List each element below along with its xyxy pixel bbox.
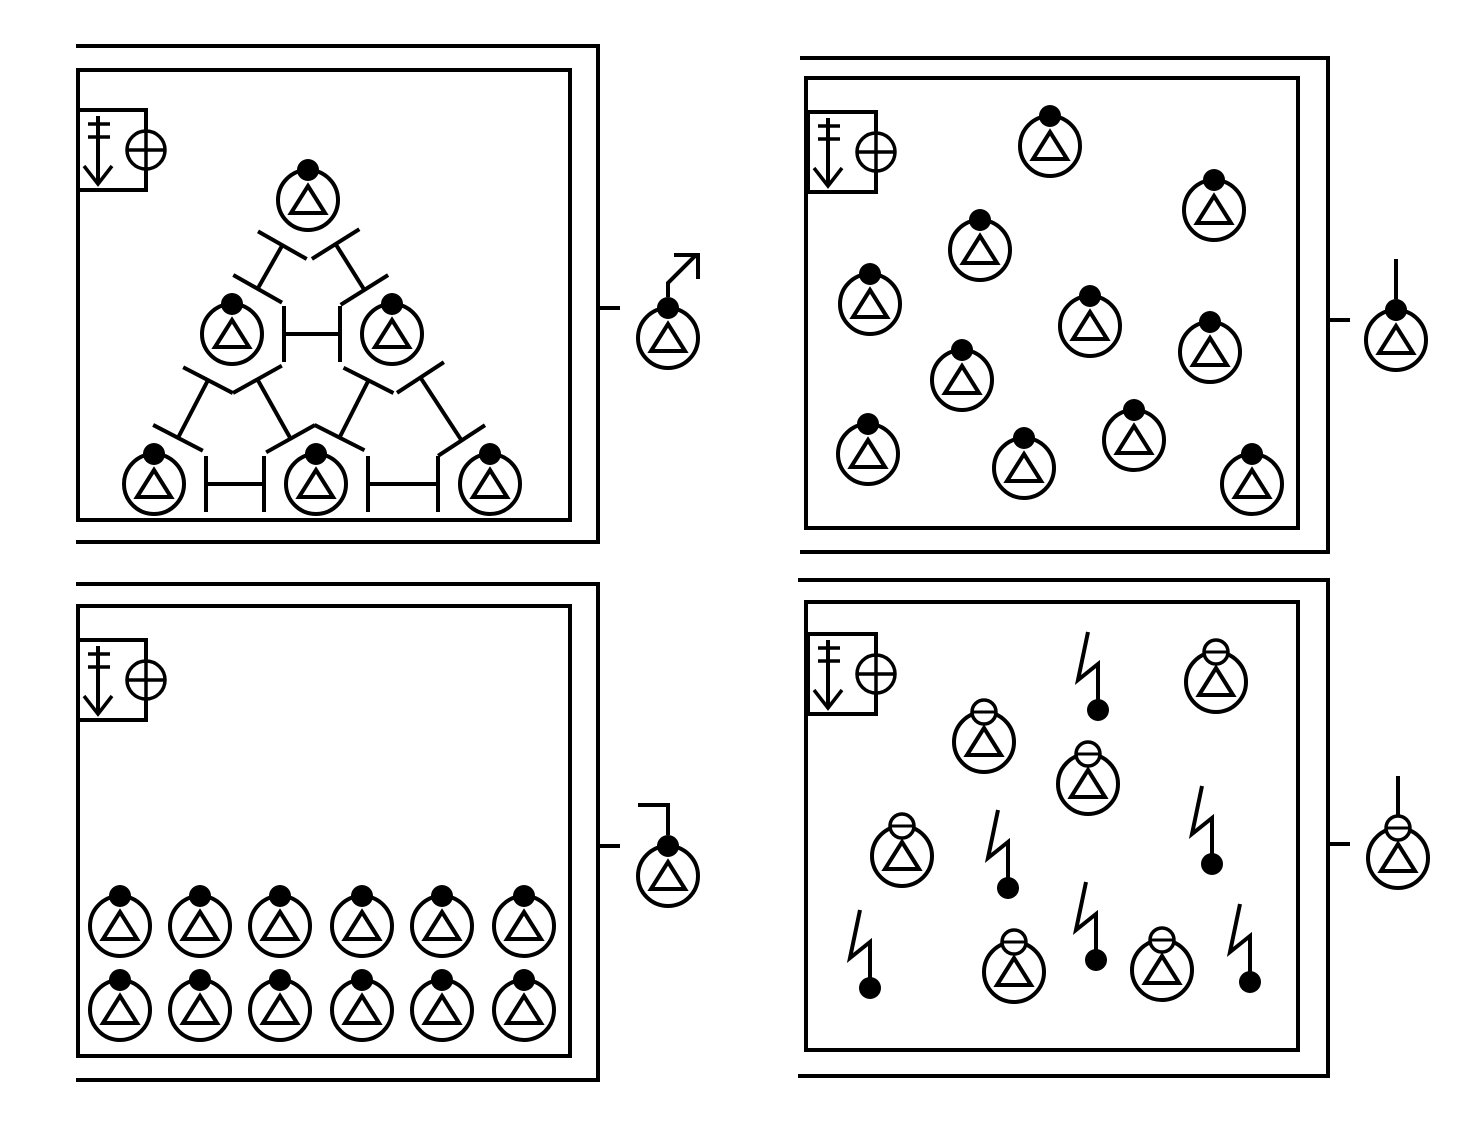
particle-icon (930, 339, 994, 412)
panel-d (798, 578, 1430, 1078)
particle-icon (360, 293, 424, 366)
particle-icon (492, 885, 556, 958)
lightning-icon (1074, 631, 1109, 721)
particle-icon (284, 443, 348, 516)
particle-icon (492, 969, 556, 1042)
particle-icon (982, 928, 1046, 1004)
container-frame (76, 44, 600, 544)
particle-icon (1366, 814, 1430, 890)
box-arrow-plus-icon (806, 110, 897, 194)
particle-icon (1182, 169, 1246, 242)
particle-icon (1178, 311, 1242, 384)
particle-icon (248, 969, 312, 1042)
particle-icon (1058, 285, 1122, 358)
outside-indicator (598, 253, 700, 370)
particle-icon (1220, 443, 1284, 516)
particle-icon (948, 209, 1012, 282)
particle-icon (330, 885, 394, 958)
panel-a (76, 44, 700, 544)
lightning-icon (1226, 903, 1261, 993)
lightning-icon (984, 809, 1019, 899)
lightning-icon (1188, 785, 1223, 875)
particle-icon (88, 885, 152, 958)
bond-link (313, 365, 395, 453)
particle-icon (168, 969, 232, 1042)
container-frame (76, 582, 600, 1082)
outside-indicator (598, 803, 700, 908)
outside-indicator (1328, 259, 1428, 372)
box-arrow-plus-icon (806, 632, 897, 716)
particle-icon (1184, 638, 1248, 714)
bond-link (204, 456, 266, 512)
lightning-icon (1072, 881, 1107, 971)
particle-icon (838, 263, 902, 336)
bond-link (282, 306, 342, 362)
particle-icon (200, 293, 264, 366)
bond-link (310, 227, 390, 307)
particle-icon (276, 159, 340, 232)
bond-link (366, 456, 440, 512)
outside-indicator (1328, 776, 1430, 890)
particle-icon (330, 969, 394, 1042)
particle-icon (1364, 299, 1428, 372)
particle-icon (992, 427, 1056, 500)
particle-icon (952, 698, 1016, 774)
bond-link (232, 229, 308, 305)
particle-icon (410, 885, 474, 958)
box-arrow-plus-icon (76, 638, 167, 722)
particle-icon (636, 297, 700, 370)
bond-link (152, 365, 234, 453)
bond-link (395, 360, 487, 458)
particle-icon (458, 443, 522, 516)
particle-icon (248, 885, 312, 958)
container-frame (798, 578, 1330, 1078)
particle-icon (410, 969, 474, 1042)
particle-icon (870, 812, 934, 888)
particle-icon (168, 885, 232, 958)
particle-icon (1018, 105, 1082, 178)
particle-icon (88, 969, 152, 1042)
lightning-icon (846, 909, 881, 999)
particle-icon (1130, 926, 1194, 1002)
panel-b (800, 56, 1428, 554)
particle-icon (1056, 740, 1120, 816)
box-arrow-plus-icon (76, 108, 167, 192)
bond-link (231, 363, 317, 455)
container-frame (800, 56, 1330, 554)
particle-icon (636, 835, 700, 908)
particle-icon (1102, 399, 1166, 472)
panel-c (76, 582, 700, 1082)
particle-icon (836, 413, 900, 486)
particle-icon (122, 443, 186, 516)
